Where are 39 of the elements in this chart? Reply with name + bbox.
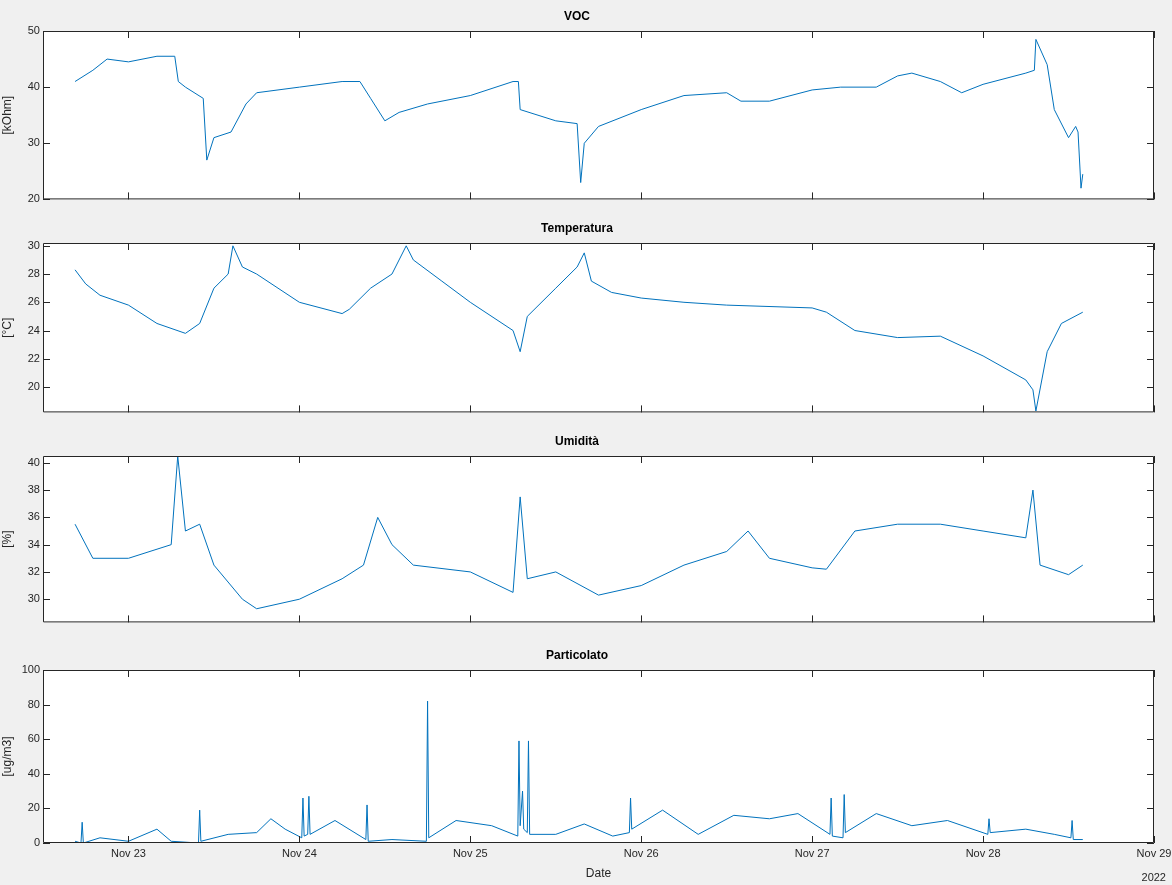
y-tick-label: 30 (27, 136, 40, 149)
y-tick-label: 22 (27, 351, 40, 364)
y-tick-label: 40 (27, 80, 40, 93)
y-tick-label: 28 (27, 267, 40, 280)
text: 2022 (1141, 870, 1166, 883)
x-axis-title: Date (585, 866, 612, 881)
y-tick-label: 38 (27, 483, 40, 496)
y-tick-label: 80 (27, 697, 40, 710)
y-tick-label: 100 (21, 663, 40, 676)
y-tick-label: 36 (27, 510, 40, 523)
y-axis-title: [kOhm] (0, 95, 14, 135)
x-tick-label: Nov 24 (281, 846, 317, 859)
y-tick-label: 30 (27, 238, 40, 251)
y-tick-label: 50 (27, 24, 40, 37)
y-axis-title: [%] (0, 530, 14, 548)
y-tick-label: 20 (27, 192, 40, 205)
chart-title: Temperatura (541, 220, 614, 235)
y-tick-label: 60 (27, 732, 40, 745)
y-axis-title: [°C] (0, 317, 14, 338)
chart-title: Umidità (554, 433, 600, 448)
y-tick-label: 32 (27, 564, 40, 577)
y-tick-label: 26 (27, 295, 40, 308)
y-tick-label: 20 (27, 380, 40, 393)
y-tick-label: 40 (27, 766, 40, 779)
y-tick-label: 24 (27, 323, 40, 336)
y-axis-title: [ug/m3] (0, 736, 14, 777)
x-tick-label: Nov 23 (111, 846, 146, 859)
y-tick-label: 40 (27, 455, 40, 468)
y-tick-label: 20 (27, 801, 40, 814)
chart-title: VOC (563, 8, 591, 23)
x-tick-label: Nov 26 (623, 846, 659, 859)
y-tick-label: 30 (27, 592, 40, 605)
x-tick-label: Nov 29 (1136, 846, 1172, 859)
y-tick-label: 34 (27, 537, 40, 550)
x-tick-label: Nov 25 (452, 846, 488, 859)
x-tick-label: Nov 28 (965, 846, 1001, 859)
y-tick-label: 0 (33, 836, 40, 849)
x-tick-label: Nov 27 (794, 846, 830, 859)
chart-title: Particolato (545, 647, 609, 662)
